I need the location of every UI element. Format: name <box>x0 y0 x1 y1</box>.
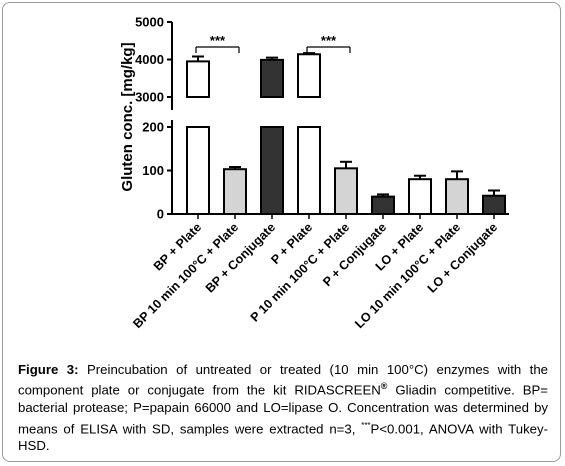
figure-label: Figure 3: <box>18 362 79 377</box>
bar-upper-part <box>260 58 284 98</box>
significance-markers: *** *** <box>195 33 351 53</box>
y-tick-label: 0 <box>157 207 164 222</box>
y-tick-label: 5000 <box>135 15 164 30</box>
caption-text-2: Gliadin competitive. BP= bacterial prote… <box>18 382 548 436</box>
bar-lower-part <box>186 126 210 215</box>
bar <box>445 178 469 215</box>
y-axis: 0 100 200 3000 4000 5000 <box>135 15 173 222</box>
significance-label: *** <box>321 33 337 48</box>
bar <box>223 168 247 216</box>
y-tick-label: 100 <box>142 163 164 178</box>
y-tick-label: 4000 <box>135 52 164 67</box>
category-label: LO + Conjugate <box>425 220 500 295</box>
bar <box>371 195 395 216</box>
registered-mark: ® <box>380 381 388 392</box>
bar-chart: 0 100 200 3000 4000 5000 *** *** BP + PlateBP … <box>119 15 509 331</box>
bar-lower-part <box>260 126 284 215</box>
bar <box>482 194 506 215</box>
category-label: BP + Conjugate <box>203 220 278 295</box>
caption-text-3: P<0.001, ANOVA with Tukey-HSD. <box>18 421 548 454</box>
caption-text-1: Preincubation of untreated or treated (1… <box>18 362 549 398</box>
y-tick-label: 200 <box>142 120 164 135</box>
bar-lower-part <box>297 126 321 215</box>
bar-upper-part <box>297 53 321 98</box>
figure-caption: Figure 3: Preincubation of untreated or … <box>18 361 548 455</box>
bar-upper-part <box>186 60 210 98</box>
y-axis-label: Gluten conc. [mg/kg] <box>119 42 136 191</box>
bars <box>172 52 509 216</box>
p-value-marker: *** <box>361 420 371 430</box>
y-tick-label: 3000 <box>135 90 164 105</box>
bar <box>334 167 358 215</box>
bar <box>408 178 432 215</box>
significance-label: *** <box>210 33 226 48</box>
